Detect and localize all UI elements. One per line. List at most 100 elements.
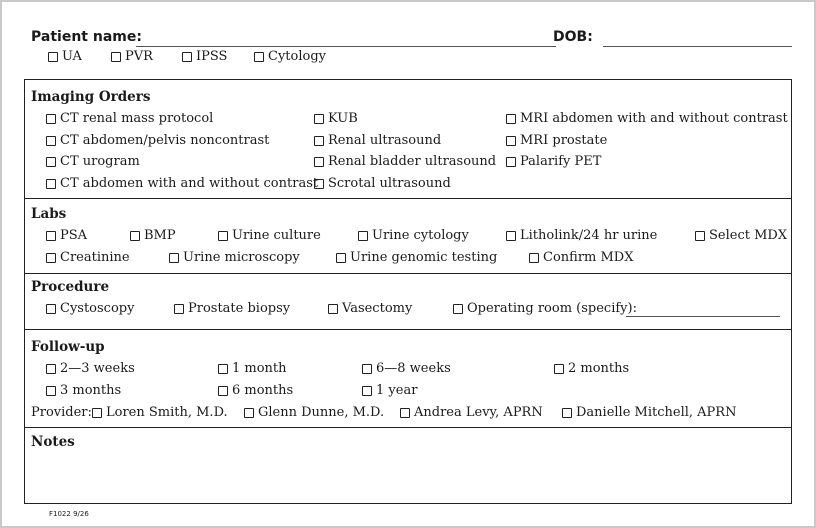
checkbox-prostate-biopsy[interactable]: Prostate biopsy [174, 301, 290, 316]
checkbox-label: CT urogram [60, 154, 140, 169]
checkbox-vasectomy[interactable]: Vasectomy [328, 301, 412, 316]
checkbox-label: 1 year [376, 383, 418, 398]
checkbox-label: Renal ultrasound [328, 133, 442, 148]
section-divider [24, 198, 792, 199]
follow-up-title: Follow-up [31, 339, 105, 355]
checkbox-label: CT abdomen with and without contrast [60, 176, 319, 191]
checkbox-palarify-pet[interactable]: Palarify PET [506, 154, 601, 169]
checkbox-icon [218, 385, 228, 396]
checkbox-label: Renal bladder ultrasound [328, 154, 497, 169]
section-divider [24, 427, 792, 428]
notes-area[interactable] [26, 452, 790, 502]
checkbox-icon [328, 303, 338, 314]
checkbox-label: Vasectomy [342, 301, 413, 316]
checkbox-cytology[interactable]: Cytology [254, 49, 326, 64]
checkbox-label: Loren Smith, M.D. [106, 405, 228, 420]
checkbox-provider-andrea-levy[interactable]: Andrea Levy, APRN [400, 405, 543, 420]
checkbox-icon [362, 385, 372, 396]
checkbox-label: 2 months [568, 361, 630, 376]
checkbox-icon [314, 113, 324, 124]
operating-room-specify-field[interactable] [626, 316, 780, 317]
checkbox-icon [46, 303, 56, 314]
checkbox-confirm-mdx[interactable]: Confirm MDX [529, 250, 633, 265]
checkbox-icon [92, 407, 102, 418]
checkbox-icon [314, 135, 324, 146]
checkbox-icon [218, 230, 228, 241]
checkbox-pvr[interactable]: PVR [111, 49, 153, 64]
patient-name-field[interactable] [136, 46, 556, 47]
checkbox-6-8-weeks[interactable]: 6—8 weeks [362, 361, 451, 376]
checkbox-renal-bladder-ultrasound[interactable]: Renal bladder ultrasound [314, 154, 496, 169]
labs-title: Labs [31, 206, 67, 222]
checkbox-label: Andrea Levy, APRN [414, 405, 543, 420]
checkbox-1-year[interactable]: 1 year [362, 383, 417, 398]
checkbox-3-months[interactable]: 3 months [46, 383, 121, 398]
checkbox-icon [174, 303, 184, 314]
checkbox-label: Cytology [268, 49, 326, 64]
checkbox-icon [111, 51, 121, 62]
checkbox-label: 6 months [232, 383, 294, 398]
dob-field[interactable] [603, 46, 792, 47]
checkbox-mri-abdomen[interactable]: MRI abdomen with and without contrast [506, 111, 788, 126]
checkbox-psa[interactable]: PSA [46, 228, 87, 243]
checkbox-bmp[interactable]: BMP [130, 228, 176, 243]
checkbox-ct-abd-pelvis-noncontrast[interactable]: CT abdomen/pelvis noncontrast [46, 133, 269, 148]
notes-title: Notes [31, 434, 75, 450]
checkbox-label: Operating room (specify): [467, 301, 637, 316]
section-divider [24, 273, 792, 274]
checkbox-2-months[interactable]: 2 months [554, 361, 629, 376]
checkbox-creatinine[interactable]: Creatinine [46, 250, 130, 265]
checkbox-label: Confirm MDX [543, 250, 634, 265]
checkbox-icon [336, 252, 346, 263]
checkbox-icon [453, 303, 463, 314]
checkbox-2-3-weeks[interactable]: 2—3 weeks [46, 361, 135, 376]
checkbox-provider-danielle-mitchell[interactable]: Danielle Mitchell, APRN [562, 405, 736, 420]
checkbox-urine-cytology[interactable]: Urine cytology [358, 228, 469, 243]
procedure-title: Procedure [31, 279, 110, 295]
checkbox-cystoscopy[interactable]: Cystoscopy [46, 301, 134, 316]
checkbox-icon [554, 363, 564, 374]
checkbox-icon [254, 51, 264, 62]
checkbox-kub[interactable]: KUB [314, 111, 358, 126]
checkbox-6-months[interactable]: 6 months [218, 383, 293, 398]
checkbox-litholink[interactable]: Litholink/24 hr urine [506, 228, 657, 243]
checkbox-label: UA [62, 49, 82, 64]
checkbox-label: Glenn Dunne, M.D. [258, 405, 385, 420]
checkbox-icon [506, 230, 516, 241]
checkbox-icon [46, 230, 56, 241]
checkbox-ct-abd-with-without[interactable]: CT abdomen with and without contrast [46, 176, 318, 191]
checkbox-label: PVR [125, 49, 153, 64]
checkbox-operating-room[interactable]: Operating room (specify): [453, 301, 637, 316]
checkbox-urine-genomic-testing[interactable]: Urine genomic testing [336, 250, 497, 265]
checkbox-provider-loren-smith[interactable]: Loren Smith, M.D. [92, 405, 228, 420]
checkbox-label: Scrotal ultrasound [328, 176, 451, 191]
checkbox-ct-urogram[interactable]: CT urogram [46, 154, 140, 169]
checkbox-1-month[interactable]: 1 month [218, 361, 287, 376]
checkbox-label: CT abdomen/pelvis noncontrast [60, 133, 270, 148]
checkbox-ipss[interactable]: IPSS [182, 49, 227, 64]
dob-label: DOB: [553, 29, 593, 45]
checkbox-scrotal-ultrasound[interactable]: Scrotal ultrasound [314, 176, 451, 191]
checkbox-renal-ultrasound[interactable]: Renal ultrasound [314, 133, 441, 148]
checkbox-icon [46, 156, 56, 167]
checkbox-ct-renal-mass[interactable]: CT renal mass protocol [46, 111, 213, 126]
checkbox-label: Cystoscopy [60, 301, 135, 316]
checkbox-label: Creatinine [60, 250, 130, 265]
checkbox-label: Litholink/24 hr urine [520, 228, 658, 243]
checkbox-urine-microscopy[interactable]: Urine microscopy [169, 250, 300, 265]
checkbox-label: BMP [144, 228, 176, 243]
checkbox-icon [46, 363, 56, 374]
checkbox-provider-glenn-dunne[interactable]: Glenn Dunne, M.D. [244, 405, 384, 420]
checkbox-urine-culture[interactable]: Urine culture [218, 228, 321, 243]
checkbox-icon [46, 385, 56, 396]
checkbox-ua[interactable]: UA [48, 49, 82, 64]
checkbox-icon [48, 51, 58, 62]
checkbox-select-mdx[interactable]: Select MDX [695, 228, 787, 243]
checkbox-label: 6—8 weeks [376, 361, 451, 376]
checkbox-mri-prostate[interactable]: MRI prostate [506, 133, 607, 148]
checkbox-label: Danielle Mitchell, APRN [576, 405, 737, 420]
checkbox-icon [130, 230, 140, 241]
checkbox-label: 1 month [232, 361, 287, 376]
checkbox-icon [506, 135, 516, 146]
